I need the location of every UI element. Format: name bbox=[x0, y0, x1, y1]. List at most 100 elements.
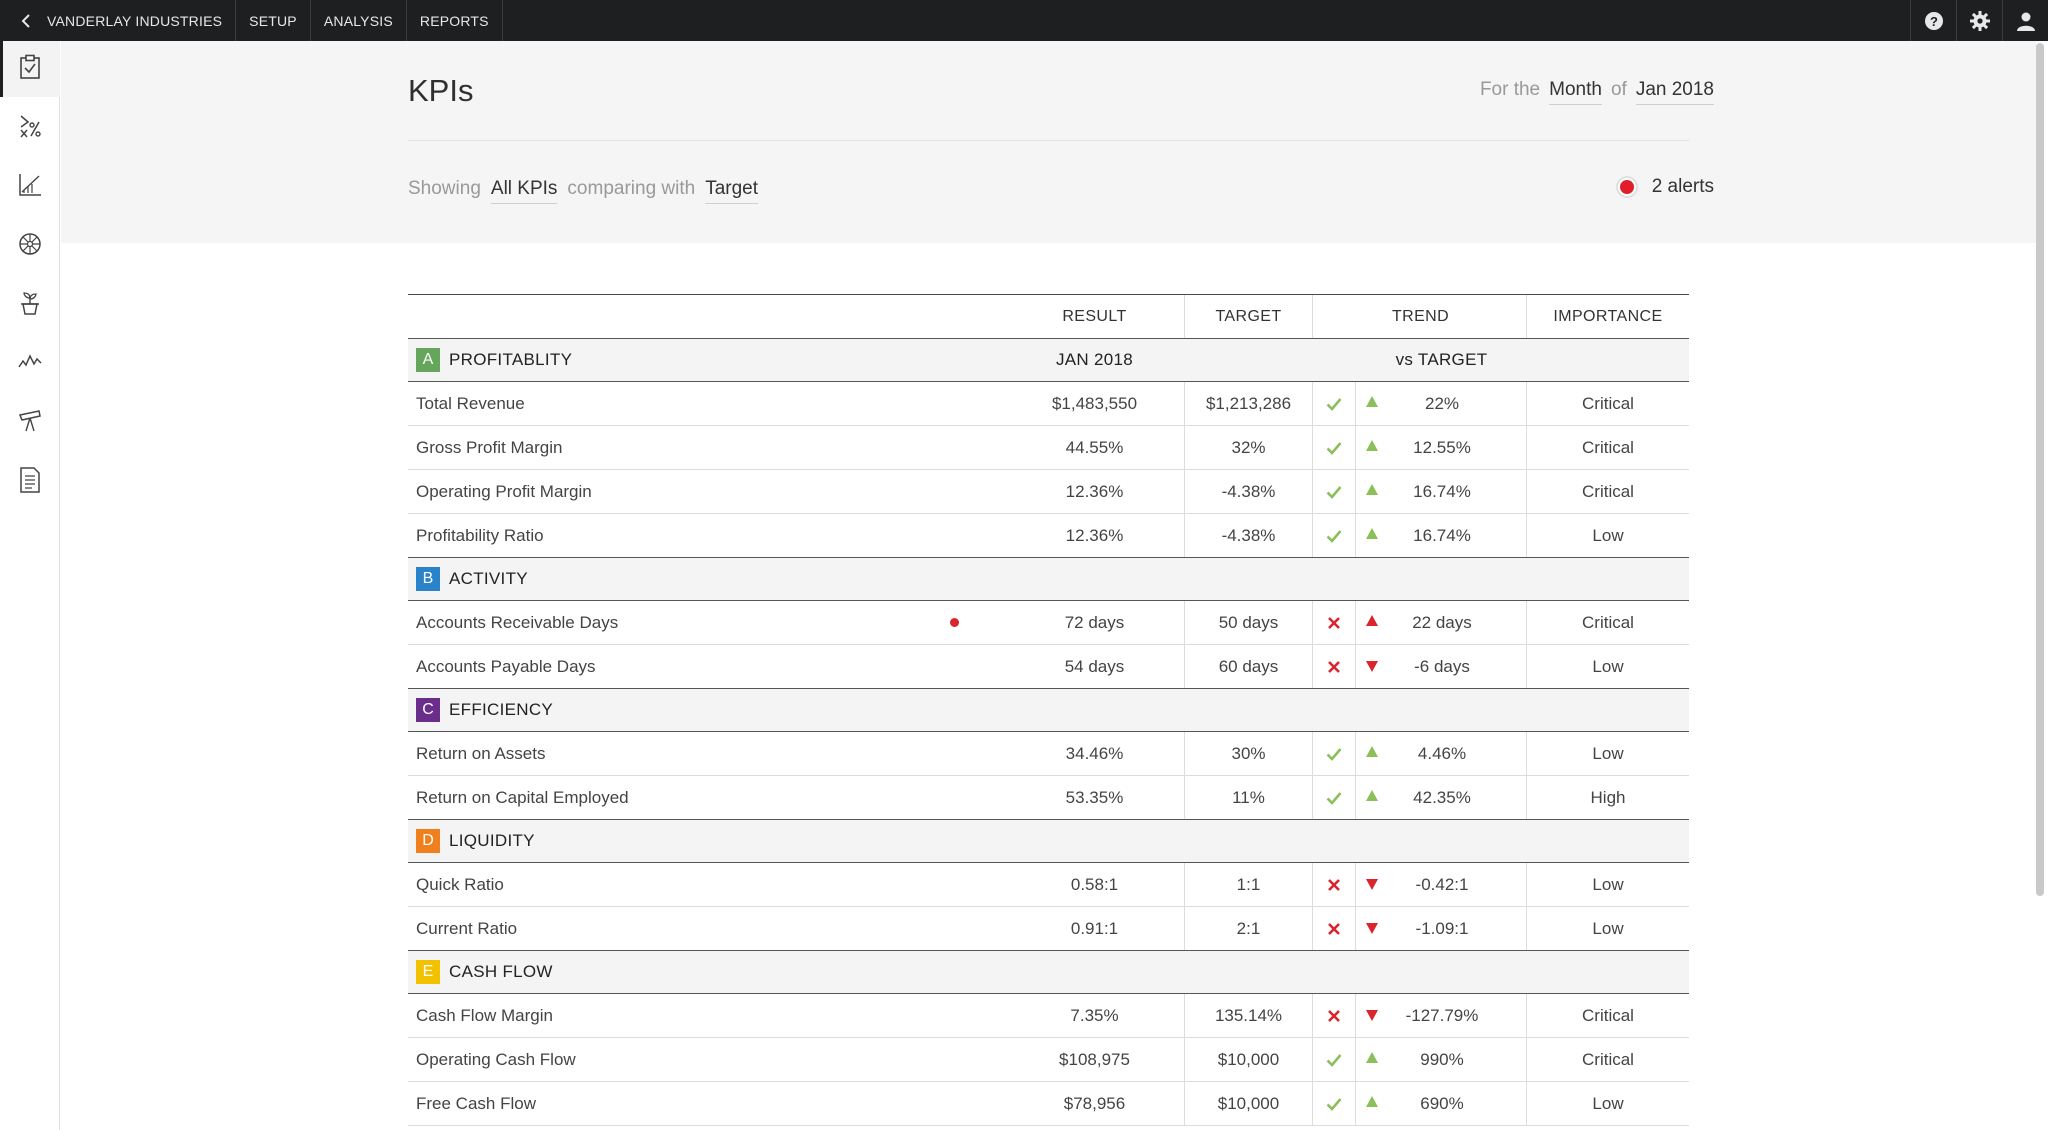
gear-icon[interactable] bbox=[1956, 0, 2002, 41]
trend-up-icon bbox=[1366, 396, 1378, 407]
kpi-target: $10,000 bbox=[1184, 1038, 1312, 1081]
kpi-trend: 12.55% bbox=[1355, 426, 1526, 469]
kpi-importance: Low bbox=[1526, 1082, 1689, 1125]
table-row[interactable]: Quick Ratio 0.58:1 1:1 -0.42:1 Low bbox=[408, 863, 1689, 907]
user-profile-icon[interactable] bbox=[2002, 0, 2048, 41]
table-row[interactable]: Free Cash Flow $78,956 $10,000 690% Low bbox=[408, 1082, 1689, 1126]
sidebar-item-growth[interactable] bbox=[0, 277, 60, 333]
group-row[interactable]: D LIQUIDITY bbox=[408, 819, 1689, 863]
kpi-name-text: Total Revenue bbox=[416, 393, 525, 413]
column-header-importance[interactable]: IMPORTANCE bbox=[1526, 295, 1689, 338]
kpi-status bbox=[1312, 1038, 1355, 1081]
group-row[interactable]: B ACTIVITY bbox=[408, 557, 1689, 601]
line-chart-icon bbox=[17, 172, 43, 203]
kpi-trend: 42.35% bbox=[1355, 776, 1526, 819]
group-row[interactable]: C EFFICIENCY bbox=[408, 688, 1689, 732]
period-value-dropdown[interactable]: Jan 2018 bbox=[1635, 79, 1714, 105]
kpi-trend: -1.09:1 bbox=[1355, 907, 1526, 950]
table-row[interactable]: Operating Profit Margin 12.36% -4.38% 16.74… bbox=[408, 470, 1689, 514]
company-name-link[interactable]: VANDERLAY INDUSTRIES bbox=[34, 0, 237, 41]
kpi-trend-value: -6 days bbox=[1414, 656, 1470, 676]
group-row[interactable]: A PROFITABLITY JAN 2018 vs TARGET bbox=[408, 338, 1689, 382]
cross-icon bbox=[1325, 920, 1343, 938]
table-row[interactable]: Operating Cash Flow $108,975 $10,000 990% Cr… bbox=[408, 1038, 1689, 1082]
page-scrollbar[interactable] bbox=[2036, 43, 2044, 896]
kpi-name: Return on Assets bbox=[408, 732, 1005, 775]
scenario-icon bbox=[17, 231, 43, 262]
kpi-importance: Critical bbox=[1526, 994, 1689, 1037]
table-row[interactable]: Gross Profit Margin 44.55% 32% 12.55% Critic… bbox=[408, 426, 1689, 470]
sidebar-item-reports[interactable] bbox=[0, 454, 60, 510]
help-icon[interactable]: ? bbox=[1910, 0, 1956, 41]
check-icon bbox=[1325, 527, 1343, 545]
svg-text:?: ? bbox=[1930, 14, 1938, 29]
alerts-button[interactable]: 2 alerts bbox=[1615, 176, 1714, 198]
sidebar-item-scenarios[interactable] bbox=[0, 218, 60, 274]
sidebar-item-trends[interactable] bbox=[0, 159, 60, 215]
comparing-label: comparing with bbox=[567, 178, 696, 199]
table-row[interactable]: Current Ratio 0.91:1 2:1 -1.09:1 Low bbox=[408, 907, 1689, 951]
kpi-name: Total Revenue bbox=[408, 382, 1005, 425]
table-row[interactable]: Profitability Ratio 12.36% -4.38% 16.74% Low bbox=[408, 514, 1689, 558]
kpi-importance: Low bbox=[1526, 863, 1689, 906]
header-divider bbox=[408, 140, 1689, 141]
kpi-target: $1,213,286 bbox=[1184, 382, 1312, 425]
report-document-icon bbox=[18, 466, 42, 499]
table-row[interactable]: Return on Assets 34.46% 30% 4.46% Low bbox=[408, 732, 1689, 776]
kpi-status bbox=[1312, 907, 1355, 950]
topbar-actions: ? bbox=[1910, 0, 2048, 41]
comparison-dropdown[interactable]: Target bbox=[705, 178, 759, 204]
nav-reports[interactable]: REPORTS bbox=[407, 0, 503, 41]
page-title: KPIs bbox=[408, 73, 474, 108]
sidebar-item-formulas[interactable] bbox=[0, 100, 60, 156]
alert-dot-icon bbox=[950, 618, 959, 627]
kpi-name: Accounts Receivable Days bbox=[408, 601, 1005, 644]
kpi-trend-value: 22 days bbox=[1412, 612, 1472, 632]
table-row[interactable]: Total Revenue $1,483,550 $1,213,286 22% Crit… bbox=[408, 382, 1689, 426]
group-importance-cell bbox=[1526, 558, 1689, 600]
group-label: LIQUIDITY bbox=[449, 831, 535, 850]
kpi-name: Return on Capital Employed bbox=[408, 776, 1005, 819]
kpi-trend-value: -127.79% bbox=[1405, 1005, 1479, 1025]
group-target-cell bbox=[1184, 339, 1312, 381]
table-row[interactable]: Cash Flow Margin 7.35% 135.14% -127.79% Crit… bbox=[408, 994, 1689, 1038]
trend-up-icon bbox=[1366, 1096, 1378, 1107]
kpi-set-dropdown[interactable]: All KPIs bbox=[490, 178, 558, 204]
back-arrow-icon[interactable] bbox=[16, 0, 36, 41]
group-target-cell bbox=[1184, 689, 1312, 731]
nav-analysis[interactable]: ANALYSIS bbox=[311, 0, 407, 41]
group-importance-cell bbox=[1526, 820, 1689, 862]
kpi-status bbox=[1312, 863, 1355, 906]
column-header-trend[interactable]: TREND bbox=[1312, 295, 1526, 338]
table-row[interactable]: Accounts Receivable Days 72 days 50 days 22… bbox=[408, 601, 1689, 645]
kpi-result: 0.58:1 bbox=[1070, 874, 1119, 894]
active-indicator bbox=[0, 41, 3, 97]
kpi-importance: Critical bbox=[1526, 601, 1689, 644]
kpi-importance: Low bbox=[1526, 732, 1689, 775]
kpi-name: Operating Cash Flow bbox=[408, 1038, 1005, 1081]
showing-label: Showing bbox=[408, 178, 481, 199]
column-header-result[interactable]: RESULT bbox=[1062, 307, 1127, 325]
kpi-trend-value: 690% bbox=[1420, 1093, 1464, 1113]
kpi-trend: -6 days bbox=[1355, 645, 1526, 688]
group-row[interactable]: E CASH FLOW bbox=[408, 950, 1689, 994]
period-type-dropdown[interactable]: Month bbox=[1549, 79, 1602, 105]
kpi-result: $108,975 bbox=[1059, 1049, 1130, 1069]
cross-icon bbox=[1325, 876, 1343, 894]
column-header-target[interactable]: TARGET bbox=[1184, 295, 1312, 338]
sidebar-item-kpis[interactable] bbox=[0, 41, 60, 97]
table-row[interactable]: Return on Capital Employed 53.35% 11% 42.35… bbox=[408, 776, 1689, 820]
group-badge: E bbox=[416, 960, 440, 984]
kpi-target: 32% bbox=[1184, 426, 1312, 469]
nav-setup[interactable]: SETUP bbox=[236, 0, 311, 41]
group-badge: D bbox=[416, 829, 440, 853]
kpi-status bbox=[1312, 426, 1355, 469]
table-row[interactable]: Accounts Payable Days 54 days 60 days -6 da… bbox=[408, 645, 1689, 689]
kpi-status bbox=[1312, 732, 1355, 775]
group-label: CASH FLOW bbox=[449, 962, 553, 981]
alerts-count: 2 alerts bbox=[1651, 176, 1714, 197]
check-icon bbox=[1325, 439, 1343, 457]
sidebar-item-activity[interactable] bbox=[0, 336, 60, 392]
clipboard-check-icon bbox=[18, 54, 42, 85]
sidebar-item-forecast[interactable] bbox=[0, 395, 60, 451]
